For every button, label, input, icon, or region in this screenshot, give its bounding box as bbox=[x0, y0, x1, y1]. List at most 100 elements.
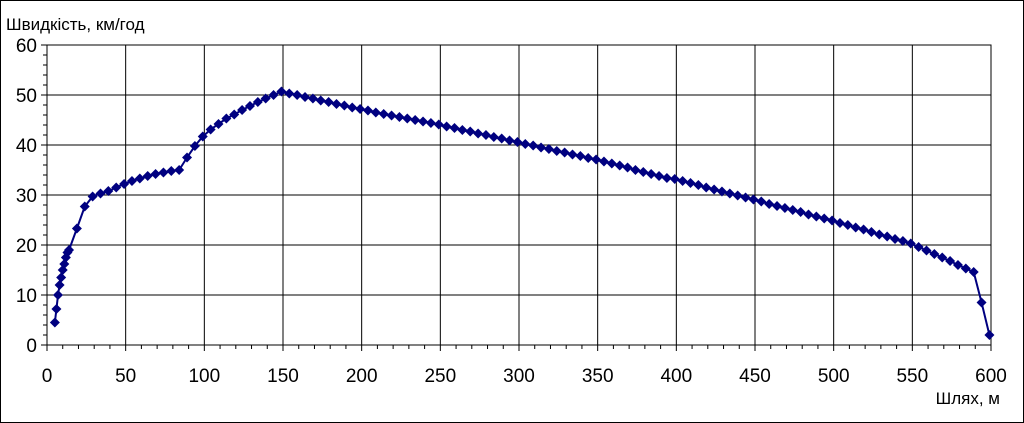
marker bbox=[756, 196, 767, 207]
marker bbox=[197, 131, 208, 142]
marker bbox=[111, 182, 122, 193]
x-tick-label: 200 bbox=[346, 366, 378, 387]
marker bbox=[134, 173, 145, 184]
marker bbox=[292, 90, 303, 100]
marker bbox=[716, 186, 727, 197]
marker bbox=[622, 162, 633, 173]
y-tick-label: 10 bbox=[16, 286, 37, 307]
marker bbox=[54, 280, 65, 290]
marker bbox=[221, 113, 232, 124]
marker bbox=[244, 101, 255, 111]
marker bbox=[142, 171, 153, 181]
marker bbox=[512, 137, 523, 147]
y-tick-label: 30 bbox=[16, 186, 37, 207]
marker bbox=[630, 165, 641, 175]
marker bbox=[323, 97, 334, 107]
marker bbox=[905, 238, 916, 249]
x-tick-label: 450 bbox=[739, 366, 771, 387]
marker bbox=[339, 100, 350, 111]
marker bbox=[874, 229, 885, 240]
marker bbox=[984, 330, 995, 340]
marker bbox=[827, 215, 838, 226]
marker bbox=[418, 116, 429, 127]
marker bbox=[64, 245, 75, 255]
marker bbox=[890, 234, 901, 244]
marker bbox=[952, 260, 963, 270]
x-tick-label: 150 bbox=[267, 366, 299, 387]
marker bbox=[669, 174, 680, 184]
y-axis-title: Швидкість, км/год bbox=[6, 15, 145, 34]
marker bbox=[929, 249, 940, 259]
x-tick-label: 300 bbox=[503, 366, 535, 387]
marker bbox=[536, 142, 547, 153]
marker bbox=[921, 245, 932, 256]
marker bbox=[307, 93, 318, 104]
marker bbox=[504, 135, 515, 146]
marker bbox=[457, 125, 468, 135]
marker bbox=[858, 224, 869, 235]
marker bbox=[732, 190, 743, 201]
x-axis-title: Шлях, м bbox=[936, 389, 1000, 408]
marker bbox=[488, 132, 499, 142]
marker bbox=[819, 213, 830, 224]
marker bbox=[394, 112, 405, 122]
marker bbox=[182, 152, 193, 163]
marker bbox=[882, 231, 893, 242]
marker bbox=[543, 144, 554, 154]
marker bbox=[229, 109, 240, 120]
x-tick-label: 0 bbox=[42, 366, 53, 387]
marker bbox=[268, 90, 279, 100]
marker bbox=[284, 88, 295, 99]
marker bbox=[252, 97, 263, 107]
marker bbox=[370, 107, 381, 118]
marker bbox=[425, 118, 436, 128]
marker bbox=[53, 290, 64, 300]
marker bbox=[237, 105, 248, 115]
marker bbox=[685, 178, 696, 188]
x-tick-label: 600 bbox=[975, 366, 1007, 387]
marker bbox=[480, 130, 491, 140]
marker bbox=[575, 151, 586, 161]
marker bbox=[260, 93, 271, 104]
marker bbox=[850, 222, 861, 233]
marker bbox=[709, 184, 720, 195]
marker bbox=[661, 173, 672, 183]
marker bbox=[937, 252, 948, 263]
marker bbox=[740, 192, 751, 203]
marker bbox=[119, 179, 130, 189]
marker bbox=[866, 227, 877, 237]
x-tick-label: 550 bbox=[896, 366, 928, 387]
marker bbox=[103, 186, 114, 196]
marker bbox=[897, 236, 908, 246]
marker bbox=[300, 92, 311, 102]
marker bbox=[811, 211, 822, 222]
marker bbox=[473, 128, 484, 139]
marker bbox=[95, 188, 106, 199]
marker bbox=[402, 113, 413, 124]
marker bbox=[772, 201, 783, 211]
marker bbox=[174, 165, 185, 175]
marker bbox=[166, 166, 177, 176]
x-tick-label: 350 bbox=[582, 366, 614, 387]
x-tick-label: 400 bbox=[660, 366, 692, 387]
marker bbox=[583, 153, 594, 163]
marker bbox=[677, 176, 688, 186]
marker bbox=[646, 169, 657, 179]
y-tick-label: 60 bbox=[16, 36, 37, 57]
marker bbox=[126, 176, 137, 186]
marker bbox=[764, 199, 775, 209]
marker bbox=[150, 169, 161, 179]
x-tick-label: 100 bbox=[188, 366, 220, 387]
x-tick-label: 500 bbox=[818, 366, 850, 387]
marker bbox=[638, 167, 649, 177]
marker bbox=[378, 109, 389, 119]
marker bbox=[213, 119, 224, 129]
marker bbox=[347, 102, 358, 113]
marker bbox=[779, 203, 790, 213]
marker bbox=[748, 194, 759, 205]
marker bbox=[51, 304, 62, 314]
marker bbox=[355, 104, 366, 114]
marker bbox=[787, 205, 798, 215]
y-tick-label: 0 bbox=[26, 336, 37, 357]
